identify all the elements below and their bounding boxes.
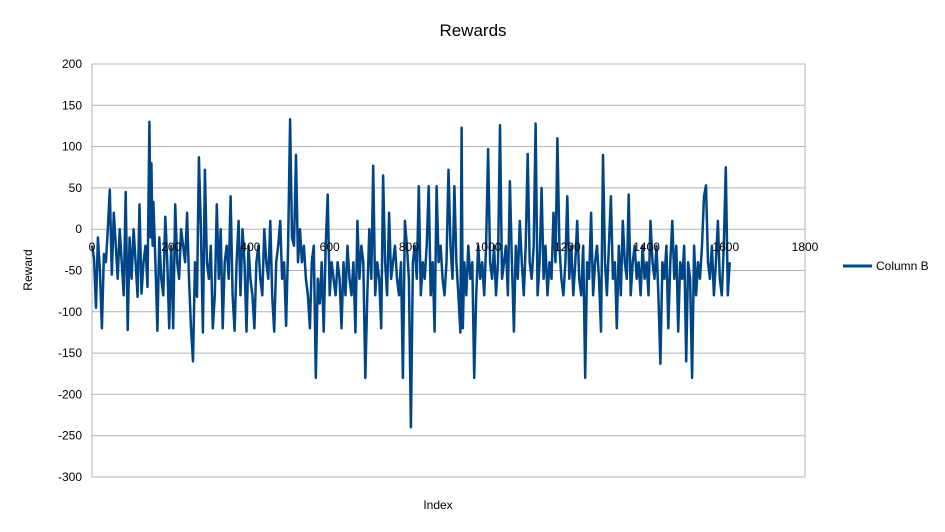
y-axis-label: Reward xyxy=(21,249,35,290)
y-tick-label: 100 xyxy=(62,140,82,154)
y-tick-label: -150 xyxy=(58,346,82,360)
y-axis-ticks: 200 150 100 50 0 -50 -100 -150 -200 -250 -300 xyxy=(58,57,82,484)
x-tick-label: 600 xyxy=(320,240,340,254)
chart-title: Rewards xyxy=(439,21,506,40)
x-tick-label: 0 xyxy=(89,240,96,254)
x-axis-label: Index xyxy=(423,498,452,512)
x-tick-label: 1200 xyxy=(554,240,581,254)
x-tick-label: 1400 xyxy=(633,240,660,254)
x-tick-label: 200 xyxy=(161,240,181,254)
legend-label: Column B xyxy=(876,259,929,273)
x-tick-label: 1600 xyxy=(712,240,739,254)
y-tick-label: -200 xyxy=(58,387,82,401)
x-axis-ticks: 0 200 400 600 800 1000 1200 1400 1600 1800 xyxy=(89,240,819,254)
legend: Column B xyxy=(843,259,929,273)
y-tick-label: -100 xyxy=(58,305,82,319)
plot-area xyxy=(91,63,806,478)
series-line-column-b xyxy=(90,118,731,429)
x-tick-label: 1000 xyxy=(475,240,502,254)
y-tick-label: -50 xyxy=(65,264,83,278)
y-tick-label: 0 xyxy=(75,222,82,236)
y-tick-label: 200 xyxy=(62,57,82,71)
y-tick-label: 50 xyxy=(69,181,83,195)
y-tick-label: -250 xyxy=(58,429,82,443)
x-tick-label: 1800 xyxy=(792,240,819,254)
y-tick-label: 150 xyxy=(62,98,82,112)
x-tick-label: 400 xyxy=(240,240,260,254)
x-tick-label: 800 xyxy=(399,240,419,254)
y-tick-label: -300 xyxy=(58,470,82,484)
